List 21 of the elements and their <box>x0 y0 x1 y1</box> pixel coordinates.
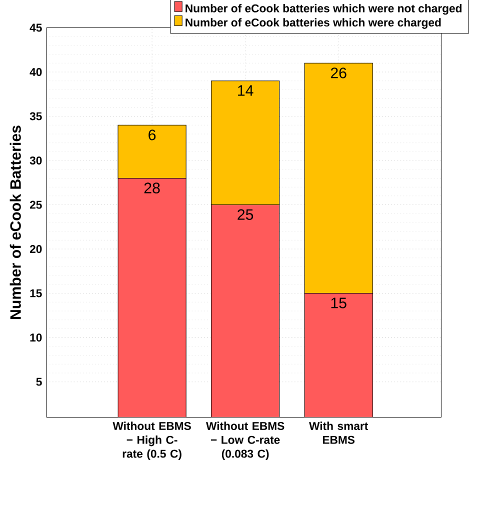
data-label: 14 <box>238 85 254 96</box>
y-tick-label: 35 <box>30 112 42 120</box>
data-label: 28 <box>144 182 160 194</box>
data-label: 6 <box>148 130 156 140</box>
y-tick-label: 45 <box>30 24 42 32</box>
y-axis-title: Number of eCook Batteries <box>10 126 21 319</box>
y-tick-label: 30 <box>30 156 42 165</box>
y-tick-label: 5 <box>36 378 42 386</box>
y-tick-label: 15 <box>30 289 42 298</box>
y-tick-label: 40 <box>30 68 42 76</box>
x-tick-label: With smart EBMS <box>308 422 368 444</box>
y-tick-label: 10 <box>30 334 42 342</box>
y-tick-label: 20 <box>30 245 42 254</box>
legend-label: Number of eCook batteries which were charged <box>186 18 441 29</box>
legend-label: Number of eCook batteries which were not charged <box>186 4 462 15</box>
data-label: 15 <box>331 298 346 308</box>
data-label: 25 <box>238 209 253 220</box>
y-tick-label: 25 <box>30 200 42 209</box>
x-tick-label: Without EBMS − High C-rate (0.5 C) <box>112 422 191 460</box>
x-tick-label: Without EBMS − Low C-rate (0.083 C) <box>206 422 284 460</box>
data-label: 26 <box>330 68 346 78</box>
